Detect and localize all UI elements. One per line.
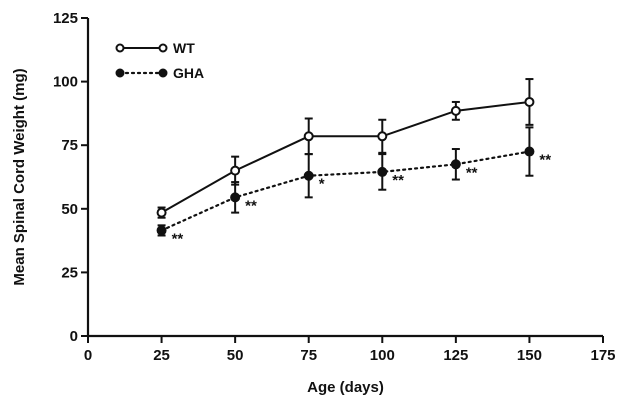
ticks: 0 25 50 75 100 125 0 25 50 75 100 125 150 175: [53, 10, 616, 364]
significance-marker: **: [172, 230, 184, 247]
x-tick-label: 125: [443, 347, 468, 364]
series-line: [160, 150, 531, 232]
x-tick-label: 150: [517, 347, 542, 364]
y-axis-title: Mean Spinal Cord Weight (mg): [11, 68, 28, 285]
legend: WT GHA: [115, 40, 204, 81]
legend-label-gha: GHA: [173, 65, 204, 81]
series-line: [161, 100, 530, 214]
y-tick-label: 25: [61, 264, 78, 281]
series-gha: [156, 126, 535, 237]
axes: [86, 18, 603, 338]
legend-marker-wt: [115, 43, 125, 53]
data-point: [377, 166, 388, 177]
series-wt: [156, 78, 535, 219]
legend-marker-gha: [115, 68, 125, 78]
data-point: [303, 131, 314, 142]
significance-marker: **: [539, 152, 551, 169]
significance-marker: *: [319, 176, 325, 193]
legend-marker-wt: [158, 43, 168, 53]
y-tick-label: 125: [53, 10, 78, 27]
series: [156, 78, 535, 237]
x-tick-label: 25: [153, 347, 170, 364]
x-tick-label: 75: [300, 347, 317, 364]
data-point: [303, 170, 314, 181]
significance-marker: **: [466, 164, 478, 181]
x-axis-title: Age (days): [307, 379, 384, 396]
data-point: [450, 159, 461, 170]
data-point: [230, 165, 241, 176]
legend-marker-gha: [158, 68, 168, 78]
data-point: [156, 225, 167, 236]
data-point: [230, 192, 241, 203]
x-tick-label: 50: [227, 347, 244, 364]
y-tick-label: 100: [53, 74, 78, 91]
data-point: [156, 207, 167, 218]
x-tick-label: 175: [590, 347, 615, 364]
data-point: [377, 131, 388, 142]
data-point: [524, 96, 535, 107]
significance-marker: **: [245, 197, 257, 214]
legend-label-wt: WT: [173, 40, 195, 56]
significance-marker: **: [392, 172, 404, 189]
significance-annotations: ***** ** ****: [172, 152, 552, 248]
data-point: [524, 146, 535, 157]
data-point: [450, 105, 461, 116]
y-tick-label: 50: [61, 201, 78, 218]
y-tick-label: 75: [61, 137, 78, 154]
y-tick-label: 0: [70, 328, 78, 345]
x-tick-label: 100: [370, 347, 395, 364]
x-tick-label: 0: [84, 347, 92, 364]
